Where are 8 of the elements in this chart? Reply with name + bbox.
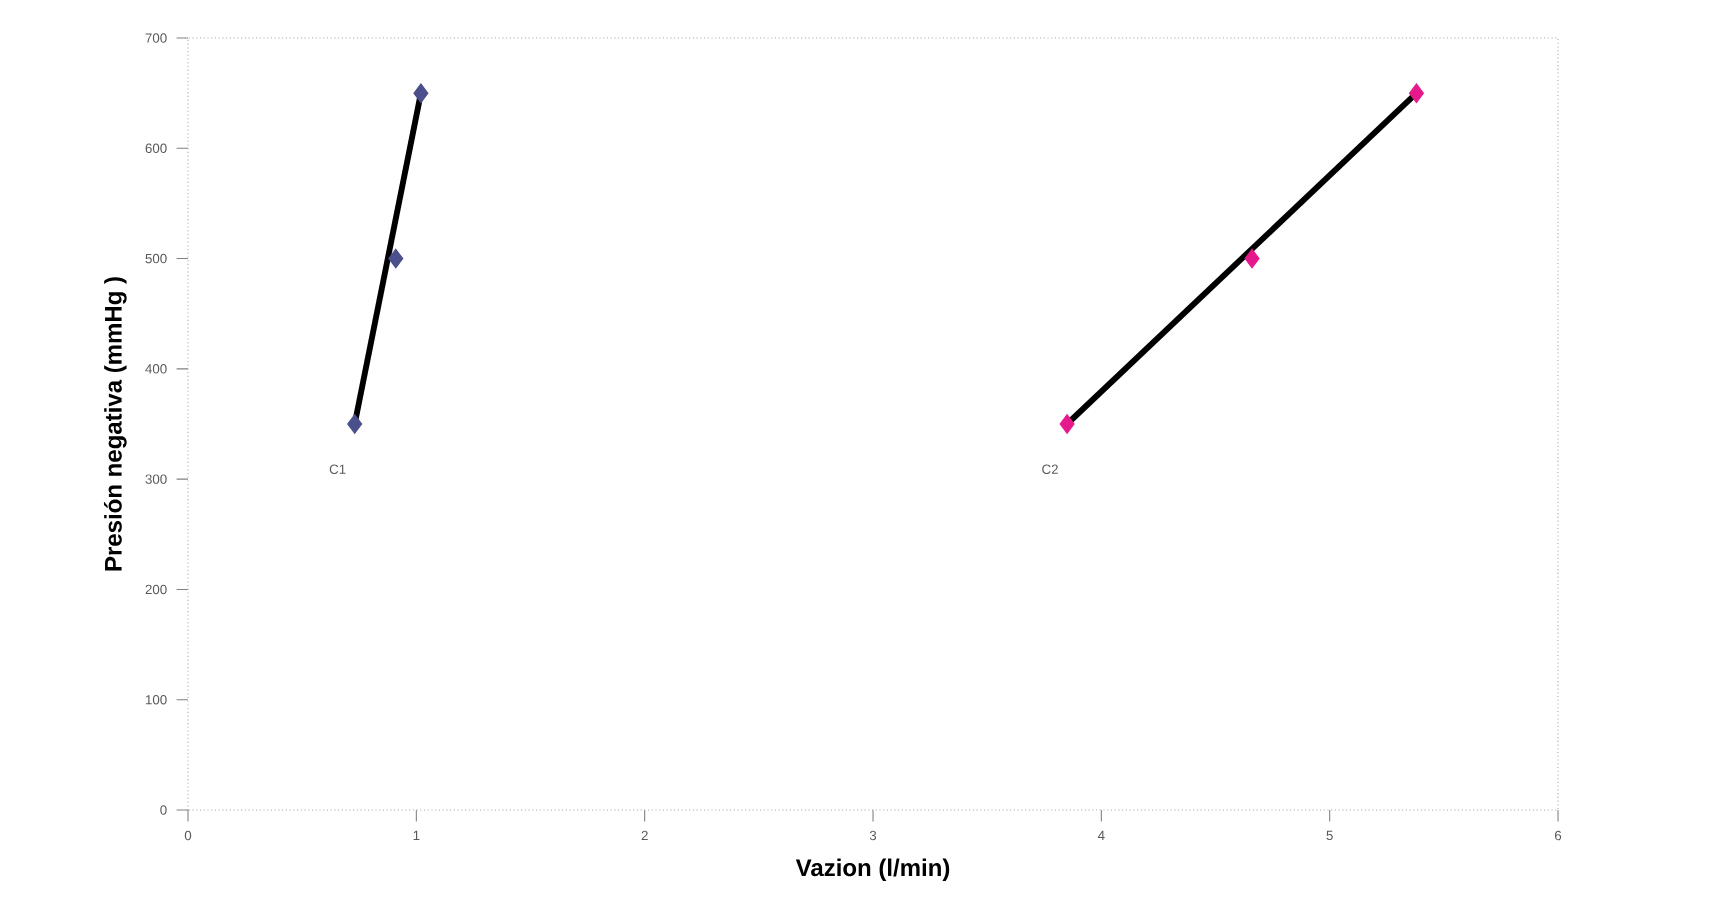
point: [388, 248, 404, 269]
point: [347, 414, 363, 434]
point: [1244, 248, 1260, 269]
point: [413, 83, 429, 104]
y-axis-title: Presión negativa (mmHg ): [103, 277, 127, 571]
point: [1059, 414, 1075, 434]
x-axis-title: Vazion (l/min): [795, 858, 950, 881]
point: [1408, 83, 1424, 104]
